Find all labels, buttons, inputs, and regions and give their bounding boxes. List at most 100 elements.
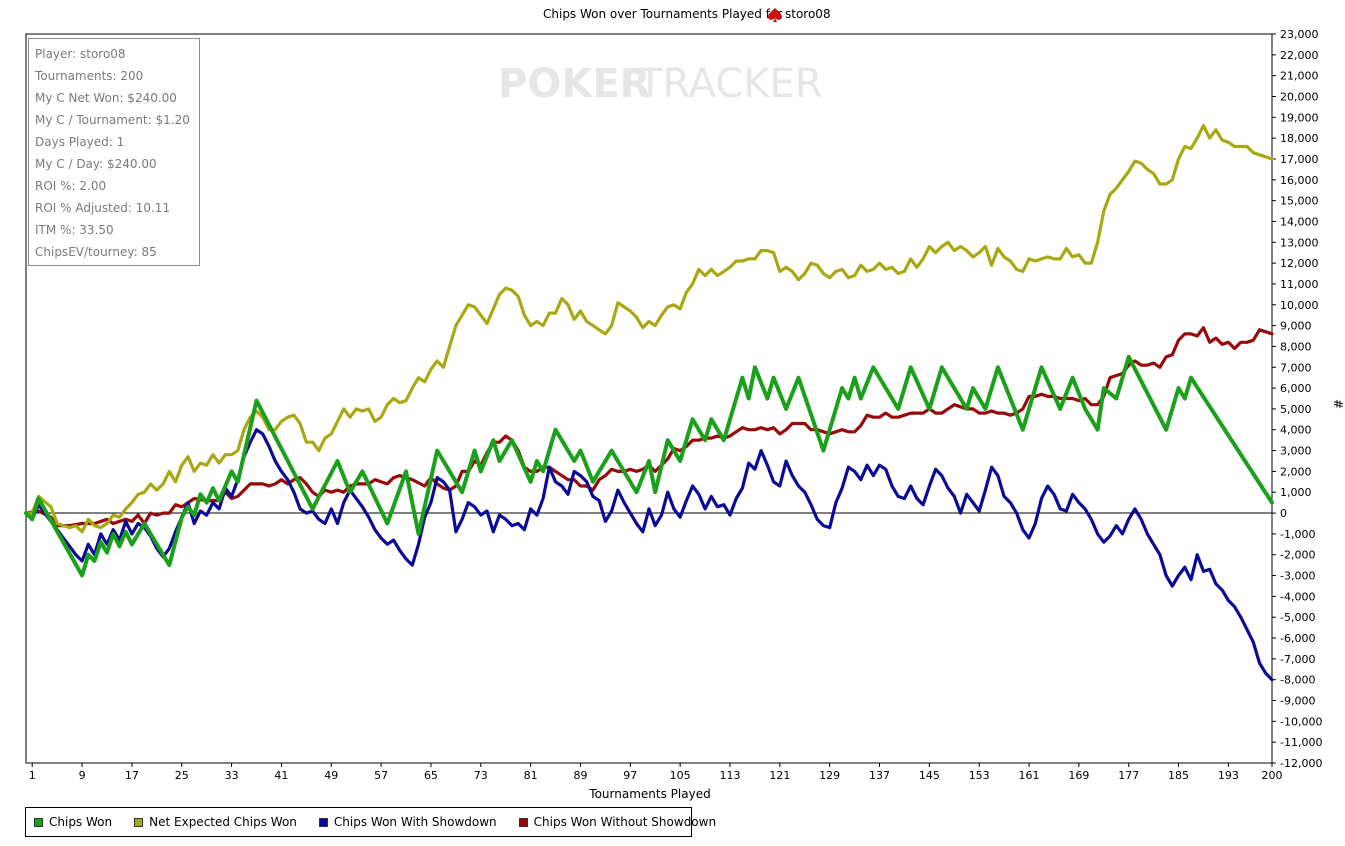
y-tick-label: 15,000 bbox=[1280, 195, 1319, 208]
series-line-without-showdown bbox=[24, 326, 1274, 528]
y-tick-label: 9,000 bbox=[1280, 320, 1312, 333]
stats-box: Player: storo08 Tournaments: 200 My C Ne… bbox=[28, 38, 200, 266]
y-tick-label: 6,000 bbox=[1280, 382, 1312, 395]
legend-item-net-expected[interactable]: Net Expected Chips Won bbox=[134, 815, 297, 829]
x-tick-label: 145 bbox=[919, 769, 940, 782]
stats-tournaments: Tournaments: 200 bbox=[35, 69, 144, 83]
y-tick-label: 4,000 bbox=[1280, 424, 1312, 437]
y-tick-label: 19,000 bbox=[1280, 111, 1319, 124]
x-tick-label: 177 bbox=[1118, 769, 1139, 782]
y-axis-ticks: 23,000 22,000 21,000 20,000 19,000 18,000 17,0… bbox=[1272, 28, 1322, 770]
title: Chips Won over Tournaments Played for st… bbox=[543, 7, 831, 22]
legend-swatch bbox=[518, 817, 528, 827]
x-tick-label: 41 bbox=[274, 769, 288, 782]
stats-per-day: My C / Day: $240.00 bbox=[35, 157, 157, 171]
y-tick-label: 12,000 bbox=[1280, 257, 1319, 270]
legend: Chips Won Net Expected Chips Won Chips W… bbox=[25, 807, 716, 837]
y-tick-label: 0 bbox=[1280, 507, 1287, 520]
legend-item-with-showdown[interactable]: Chips Won With Showdown bbox=[318, 815, 497, 829]
stats-per-tournament: My C / Tournament: $1.20 bbox=[35, 113, 190, 127]
series-line-net-expected bbox=[24, 123, 1274, 534]
y-tick-label: 8,000 bbox=[1280, 340, 1312, 353]
stats-roi: ROI %: 2.00 bbox=[35, 179, 107, 193]
y-tick-label: 10,000 bbox=[1280, 299, 1319, 312]
x-tick-label: 185 bbox=[1168, 769, 1189, 782]
legend-label: Chips Won bbox=[49, 815, 113, 829]
y-tick-label: -4,000 bbox=[1280, 590, 1315, 603]
series-line-chips-won bbox=[24, 354, 1274, 578]
legend-label: Chips Won With Showdown bbox=[333, 815, 497, 829]
y-tick-label: -12,000 bbox=[1280, 757, 1322, 770]
y-tick-label: 23,000 bbox=[1280, 28, 1319, 41]
y-tick-label: -6,000 bbox=[1280, 632, 1315, 645]
y-tick-label: -5,000 bbox=[1280, 611, 1315, 624]
x-tick-label: 105 bbox=[670, 769, 691, 782]
x-axis-label: Tournaments Played bbox=[588, 787, 710, 801]
x-tick-label: 1 bbox=[29, 769, 36, 782]
legend-item-chips-won[interactable]: Chips Won bbox=[34, 815, 112, 829]
x-tick-label: 153 bbox=[969, 769, 990, 782]
watermark-text-tracker: TRACKER bbox=[637, 61, 823, 107]
series-line-with-showdown bbox=[24, 428, 1274, 682]
y-tick-label: 20,000 bbox=[1280, 90, 1319, 103]
x-tick-label: 25 bbox=[175, 769, 189, 782]
stats-chipsev: ChipsEV/tourney: 85 bbox=[35, 245, 157, 259]
y-tick-label: 11,000 bbox=[1280, 278, 1319, 291]
y-tick-label: 22,000 bbox=[1280, 49, 1319, 62]
y-tick-label: 2,000 bbox=[1280, 465, 1312, 478]
y-tick-label: -2,000 bbox=[1280, 549, 1315, 562]
x-tick-label: 193 bbox=[1218, 769, 1239, 782]
y-tick-label: 1,000 bbox=[1280, 486, 1312, 499]
y-tick-label: -3,000 bbox=[1280, 570, 1315, 583]
x-tick-label: 137 bbox=[869, 769, 890, 782]
y-tick-label: -9,000 bbox=[1280, 695, 1315, 708]
legend-swatch bbox=[34, 817, 43, 827]
x-tick-label: 121 bbox=[769, 769, 790, 782]
y-tick-label: -8,000 bbox=[1280, 674, 1315, 687]
x-tick-label: 57 bbox=[374, 769, 388, 782]
y-tick-label: 7,000 bbox=[1280, 361, 1312, 374]
x-tick-label: 89 bbox=[573, 769, 587, 782]
x-axis-ticks: 1 9 17 25 33 41 49 57 65 73 81 89 97 105 113 121 129 137 1… bbox=[29, 763, 1283, 782]
x-tick-label: 113 bbox=[719, 769, 740, 782]
x-tick-label: 129 bbox=[819, 769, 840, 782]
y-tick-label: 3,000 bbox=[1280, 445, 1312, 458]
y-tick-label: 21,000 bbox=[1280, 70, 1319, 83]
watermark-logo: POKER TRACKER bbox=[498, 61, 823, 107]
x-tick-label: 9 bbox=[79, 769, 86, 782]
legend-label: Chips Won Without Showdown bbox=[533, 815, 717, 829]
y-tick-label: 17,000 bbox=[1280, 153, 1319, 166]
y-tick-label: -10,000 bbox=[1280, 715, 1322, 728]
x-tick-label: 33 bbox=[225, 769, 239, 782]
stats-itm: ITM %: 33.50 bbox=[35, 223, 114, 237]
x-tick-label: 169 bbox=[1068, 769, 1089, 782]
x-tick-label: 81 bbox=[524, 769, 538, 782]
series-lines bbox=[24, 123, 1274, 682]
plot-area bbox=[25, 33, 1273, 764]
y-tick-label: 14,000 bbox=[1280, 215, 1319, 228]
y-tick-label: 13,000 bbox=[1280, 236, 1319, 249]
stats-days-played: Days Played: 1 bbox=[35, 135, 125, 149]
legend-item-without-showdown[interactable]: Chips Won Without Showdown bbox=[518, 815, 717, 829]
x-tick-label: 200 bbox=[1262, 769, 1283, 782]
y-tick-label: -7,000 bbox=[1280, 653, 1315, 666]
y-tick-label: -1,000 bbox=[1280, 528, 1315, 541]
legend-swatch bbox=[318, 817, 328, 827]
stats-player: Player: storo08 bbox=[35, 47, 126, 61]
y-axis-label: # bbox=[1331, 399, 1345, 409]
stats-net-won: My C Net Won: $240.00 bbox=[35, 91, 177, 105]
x-tick-label: 161 bbox=[1019, 769, 1040, 782]
legend-label: Net Expected Chips Won bbox=[149, 815, 297, 829]
chart-title-player: storo08 bbox=[785, 7, 831, 21]
chart-title: Chips Won over Tournaments Played for bbox=[543, 7, 782, 21]
watermark-text-poker: POKER bbox=[498, 61, 650, 107]
stats-roi-adjusted: ROI % Adjusted: 10.11 bbox=[35, 201, 171, 215]
y-tick-label: 16,000 bbox=[1280, 174, 1319, 187]
spade-icon bbox=[768, 8, 782, 22]
legend-swatch bbox=[134, 817, 144, 827]
y-tick-label: -11,000 bbox=[1280, 736, 1322, 749]
x-tick-label: 97 bbox=[623, 769, 637, 782]
y-tick-label: 5,000 bbox=[1280, 403, 1312, 416]
x-tick-label: 49 bbox=[324, 769, 338, 782]
